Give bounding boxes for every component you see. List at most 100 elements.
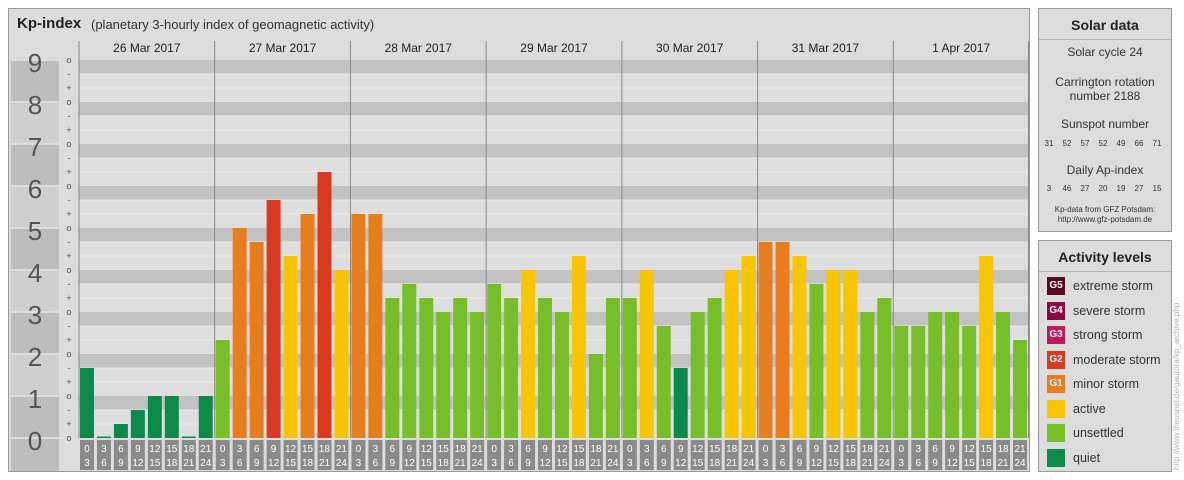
interval-box	[130, 440, 145, 470]
day-label: 31 Mar 2017	[792, 41, 860, 55]
y-tick-label: 2	[28, 342, 42, 372]
interval-box	[588, 440, 603, 470]
solar-data-panel: Solar data Solar cycle 24 Carrington rot…	[1038, 8, 1172, 232]
interval-box	[351, 440, 366, 470]
interval-box	[928, 440, 943, 470]
ap-title: Daily Ap-index	[1066, 163, 1144, 177]
source-link[interactable]: http://www.gfz-potsdam.de	[1057, 215, 1153, 224]
y-tick-label: 6	[28, 174, 42, 204]
interval-box	[368, 440, 383, 470]
interval-end-label: 15	[421, 458, 433, 469]
kp-bar	[860, 312, 875, 438]
kp-bar	[317, 172, 332, 438]
interval-end-label: 24	[472, 458, 484, 469]
interval-box	[877, 440, 892, 470]
chart-subtitle: (planetary 3-hourly index of geomagnetic…	[91, 17, 375, 32]
interval-box	[724, 440, 739, 470]
interval-end-label: 9	[254, 458, 260, 469]
kp-bar	[300, 214, 315, 438]
levels-panel-title: Activity levels	[1058, 249, 1152, 265]
interval-box	[860, 440, 875, 470]
interval-end-label: 24	[200, 458, 212, 469]
legend-swatch: G5	[1047, 277, 1065, 295]
interval-start-label: 15	[573, 444, 585, 455]
kp-bar	[402, 283, 417, 438]
activity-levels-panel: Activity levels G5 extreme storm G4 severe …	[1038, 240, 1172, 472]
kp-bar	[894, 325, 909, 438]
interval-box	[470, 440, 485, 470]
divider	[1039, 39, 1171, 40]
kp-bar	[996, 312, 1011, 438]
interval-box	[249, 440, 264, 470]
kp-bar	[232, 228, 247, 438]
legend-label: unsettled	[1073, 426, 1124, 440]
y-minor-tick: o	[66, 223, 71, 233]
interval-box	[504, 440, 519, 470]
interval-box	[80, 440, 94, 470]
interval-start-label: 6	[254, 444, 260, 455]
kp-bar	[962, 325, 977, 438]
y-tick-label: 9	[28, 48, 42, 78]
interval-end-label: 9	[932, 458, 938, 469]
interval-start-label: 9	[542, 444, 548, 455]
value-cell: 66	[1134, 139, 1144, 148]
kp-bar	[605, 298, 620, 438]
interval-box	[741, 440, 756, 470]
y-tick-label: 8	[28, 90, 42, 120]
interval-end-label: 3	[356, 458, 362, 469]
y-minor-tick: -	[68, 363, 71, 373]
interval-start-label: 3	[101, 444, 107, 455]
value-cell: 27	[1134, 184, 1144, 193]
y-minor-tick: o	[66, 181, 71, 191]
kp-bar	[690, 312, 705, 438]
band-dark	[79, 102, 1029, 116]
interval-box	[656, 440, 671, 470]
interval-start-label: 6	[932, 444, 938, 455]
y-minor-tick: o	[66, 265, 71, 275]
interval-end-label: 15	[828, 458, 840, 469]
interval-end-label: 24	[336, 458, 348, 469]
y-minor-tick: -	[68, 195, 71, 205]
value-cell: 3	[1046, 184, 1052, 193]
interval-end-label: 6	[101, 458, 107, 469]
y-minor-tick: -	[68, 153, 71, 163]
day-label: 27 Mar 2017	[249, 41, 317, 55]
y-band	[11, 397, 59, 437]
interval-box	[826, 440, 841, 470]
interval-start-label: 9	[407, 444, 413, 455]
interval-end-label: 3	[491, 458, 497, 469]
interval-end-label: 3	[898, 458, 904, 469]
day-label: 26 Mar 2017	[113, 41, 181, 55]
day-header-strip	[79, 37, 1029, 60]
interval-box	[402, 440, 417, 470]
interval-end-label: 24	[879, 458, 891, 469]
interval-start-label: 0	[763, 444, 769, 455]
y-minor-tick: -	[68, 321, 71, 331]
interval-box	[436, 440, 451, 470]
band-dark	[79, 312, 1029, 326]
kp-bar	[877, 298, 892, 438]
kp-bar	[843, 270, 858, 438]
interval-start-label: 3	[644, 444, 650, 455]
interval-box	[419, 440, 434, 470]
value-cell: 27	[1080, 184, 1090, 193]
y-minor-tick: +	[66, 209, 71, 219]
y-minor-tick: +	[66, 167, 71, 177]
y-band	[11, 103, 59, 143]
interval-box	[453, 440, 468, 470]
interval-box	[181, 440, 196, 470]
interval-box	[945, 440, 960, 470]
kp-bar	[673, 367, 688, 438]
interval-start-label: 6	[525, 444, 531, 455]
interval-start-label: 21	[472, 444, 484, 455]
interval-end-label: 18	[302, 458, 314, 469]
kp-bar	[164, 396, 179, 438]
interval-start-label: 6	[797, 444, 803, 455]
interval-box	[266, 440, 281, 470]
carrington-line2: number 2188	[1069, 89, 1141, 103]
interval-start-label: 18	[455, 444, 467, 455]
interval-start-label: 9	[271, 444, 277, 455]
y-tick-label: 1	[28, 384, 42, 414]
interval-start-label: 6	[118, 444, 124, 455]
interval-end-label: 15	[692, 458, 704, 469]
